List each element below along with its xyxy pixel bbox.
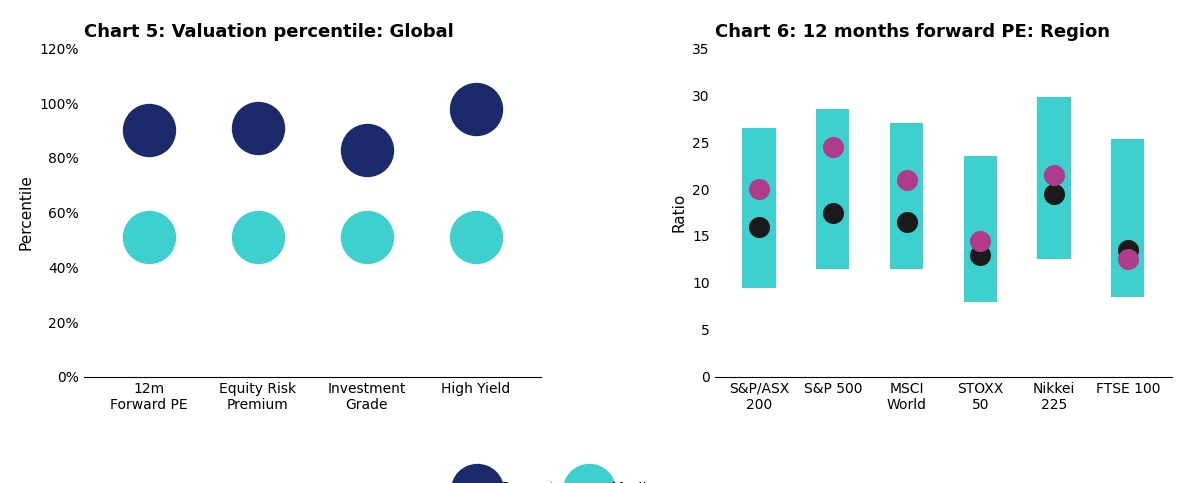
Current — [1118, 246, 1137, 254]
12m forward — [823, 143, 842, 151]
Current — [466, 105, 486, 113]
Y-axis label: Ratio: Ratio — [672, 193, 687, 232]
Text: Chart 5: Valuation percentile: Global: Chart 5: Valuation percentile: Global — [84, 23, 453, 41]
Median — [249, 233, 268, 241]
Current — [1044, 190, 1063, 198]
Current — [750, 223, 769, 230]
Bar — [964, 156, 997, 302]
Text: Chart 6: 12 months forward PE: Region: Chart 6: 12 months forward PE: Region — [715, 23, 1110, 41]
Bar — [890, 123, 923, 269]
Median — [466, 233, 486, 241]
Current — [140, 127, 159, 134]
12m forward — [971, 237, 990, 244]
12m forward — [750, 185, 769, 193]
Current — [358, 146, 377, 154]
Bar — [1037, 97, 1070, 259]
Current — [897, 218, 916, 226]
12m forward — [1044, 171, 1063, 179]
Median — [358, 233, 377, 241]
Bar — [743, 128, 776, 287]
Current — [249, 124, 268, 131]
Median — [140, 233, 159, 241]
Bar — [816, 109, 849, 269]
12m forward — [1118, 256, 1137, 263]
12m forward — [897, 176, 916, 184]
Bar — [1111, 139, 1145, 297]
Legend: Current, Median: Current, Median — [456, 476, 672, 483]
Current — [823, 209, 842, 216]
Y-axis label: Percentile: Percentile — [19, 174, 33, 251]
Current — [971, 251, 990, 258]
